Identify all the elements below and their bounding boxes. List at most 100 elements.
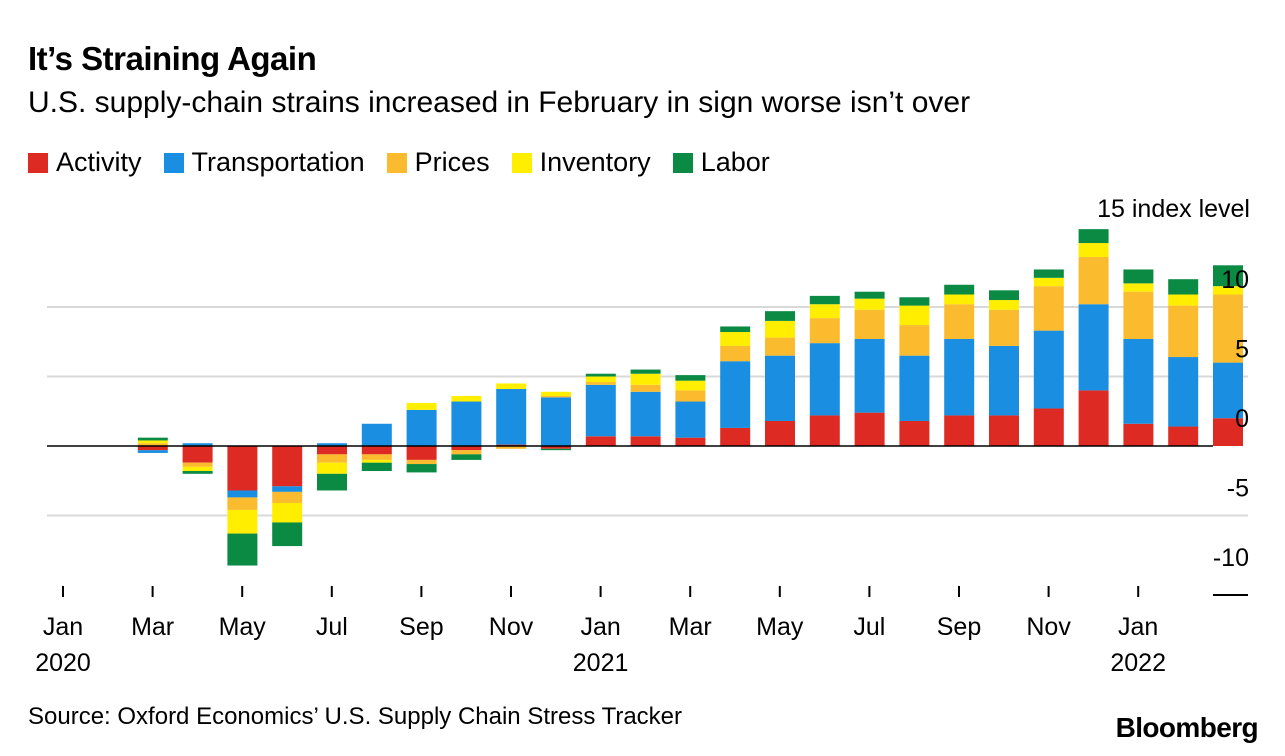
- bar-activity-2021-02: [675, 437, 706, 446]
- bar-inventory-2021-09: [989, 300, 1019, 310]
- bar-transportation-2021-07: [899, 355, 930, 421]
- bar-transportation-2021-09: [989, 345, 1019, 416]
- legend-swatch-inventory: [511, 152, 532, 173]
- bar-inventory-2020-10: [496, 383, 527, 390]
- x-tick-label: May: [756, 613, 804, 641]
- bar-activity-2021-04: [765, 420, 795, 446]
- x-tick-label: Jul: [853, 613, 885, 641]
- bar-inventory-2020-04: [227, 509, 258, 534]
- bar-transportation-2020-11: [541, 397, 571, 446]
- bar-activity-2021-08: [944, 415, 975, 446]
- bar-labor-2021-12: [1123, 269, 1154, 284]
- bar-prices-2022-02: [1213, 294, 1243, 363]
- bar-inventory-2021-10: [1033, 277, 1064, 287]
- bar-activity-2021-11: [1078, 390, 1109, 446]
- bar-labor-2021-11: [1078, 229, 1109, 244]
- bar-prices-2021-07: [899, 325, 930, 356]
- bar-prices-2020-06: [317, 454, 347, 463]
- x-tick-label: Nov: [489, 613, 534, 641]
- bar-transportation-2021-04: [765, 355, 795, 421]
- chart-title: It’s Straining Again: [28, 40, 317, 77]
- legend-item-inventory: Inventory: [511, 147, 651, 178]
- bar-labor-2022-02: [1213, 265, 1243, 287]
- axes: 15 index level 10 5 0 -5 -10 Jan 2020 Mar May Jul S…: [35, 195, 1250, 677]
- bar-transportation-2020-07: [361, 423, 392, 446]
- x-tick-label: Jul: [316, 613, 348, 641]
- bar-activity-2020-04: [227, 446, 258, 491]
- bar-inventory-2020-08: [406, 402, 437, 410]
- bar-prices-2021-10: [1033, 286, 1064, 331]
- bar-transportation-2020-10: [496, 389, 527, 445]
- bar-prices-2020-05: [272, 491, 303, 503]
- bar-transportation-2021-05: [809, 343, 840, 416]
- bar-activity-2021-09: [989, 415, 1019, 446]
- bar-inventory-2020-06: [317, 462, 347, 474]
- bar-inventory-2021-12: [1123, 283, 1154, 292]
- legend-swatch-prices: [386, 152, 407, 173]
- bar-inventory-2021-11: [1078, 243, 1109, 257]
- bar-prices-2021-11: [1078, 256, 1109, 305]
- bar-activity-2020-07: [361, 446, 392, 455]
- bar-labor-2021-05: [809, 295, 840, 305]
- bar-transportation-2020-08: [406, 409, 437, 446]
- bar-inventory-2021-02: [675, 380, 706, 391]
- bar-activity-2020-05: [272, 446, 303, 487]
- bar-prices-2021-09: [989, 309, 1019, 346]
- legend-label-prices: Prices: [414, 147, 490, 177]
- y-tick-label: -5: [1227, 475, 1249, 503]
- bar-transportation-2021-03: [720, 361, 751, 428]
- legend-swatch-activity: [28, 152, 48, 173]
- bar-labor-2020-11: [541, 448, 571, 451]
- bar-transportation-2021-11: [1078, 304, 1109, 391]
- x-tick-label: Sep: [399, 613, 443, 641]
- bar-inventory-2021-04: [765, 320, 795, 338]
- bar-activity-2020-03: [182, 446, 213, 463]
- bar-activity-2021-03: [720, 427, 751, 446]
- bar-transportation-2020-09: [451, 401, 482, 446]
- legend-item-activity: Activity: [28, 147, 142, 178]
- bar-prices-2020-02: [137, 443, 168, 446]
- bar-activity-2021-12: [1123, 423, 1154, 446]
- bar-transportation-2021-08: [944, 338, 975, 416]
- x-year-label: 2020: [35, 649, 91, 677]
- bar-prices-2021-05: [809, 318, 840, 344]
- bar-inventory-2021-08: [944, 294, 975, 305]
- bar-activity-2020-11: [541, 446, 571, 449]
- bar-prices-2020-10: [496, 446, 527, 449]
- bar-transportation-2020-05: [272, 486, 303, 492]
- bar-transportation-2021-01: [630, 391, 661, 437]
- bar-labor-2022-01: [1168, 279, 1199, 295]
- legend-swatch-transportation: [163, 152, 184, 173]
- bar-activity-2020-02: [137, 446, 168, 451]
- bar-prices-2020-09: [451, 450, 482, 455]
- bar-transportation-2020-03: [182, 443, 213, 446]
- x-year-label: 2021: [573, 649, 629, 677]
- bar-labor-2021-06: [854, 291, 885, 299]
- bar-activity-2021-05: [809, 415, 840, 446]
- bar-prices-2021-02: [675, 390, 706, 402]
- bar-labor-2020-05: [272, 522, 303, 547]
- bar-transportation-2021-10: [1033, 330, 1064, 409]
- x-tick-label: Mar: [131, 613, 174, 641]
- bar-transportation-2022-02: [1213, 362, 1243, 419]
- bar-inventory-2020-09: [451, 395, 482, 402]
- x-tick-label: Nov: [1026, 613, 1071, 641]
- bar-labor-2020-12: [585, 373, 616, 377]
- bar-transportation-2021-06: [854, 338, 885, 413]
- bar-inventory-2020-03: [182, 466, 213, 472]
- bar-prices-2021-04: [765, 337, 795, 356]
- bar-activity-2021-07: [899, 420, 930, 446]
- bar-transportation-2021-12: [1123, 338, 1154, 424]
- bar-inventory-2021-07: [899, 305, 930, 326]
- bar-prices-2020-12: [585, 382, 616, 385]
- bar-inventory-2020-11: [541, 391, 571, 396]
- bar-inventory-2020-02: [137, 440, 168, 444]
- bar-inventory-2022-02: [1213, 286, 1243, 295]
- x-tick-label: Jan: [43, 613, 83, 641]
- bar-labor-2021-02: [675, 375, 706, 381]
- y-tick-label: -10: [1213, 544, 1249, 572]
- legend: Activity Transportation Prices Inventory…: [28, 147, 792, 178]
- bar-prices-2022-01: [1168, 305, 1199, 358]
- legend-swatch-labor: [672, 152, 693, 173]
- bar-activity-2020-12: [585, 436, 616, 446]
